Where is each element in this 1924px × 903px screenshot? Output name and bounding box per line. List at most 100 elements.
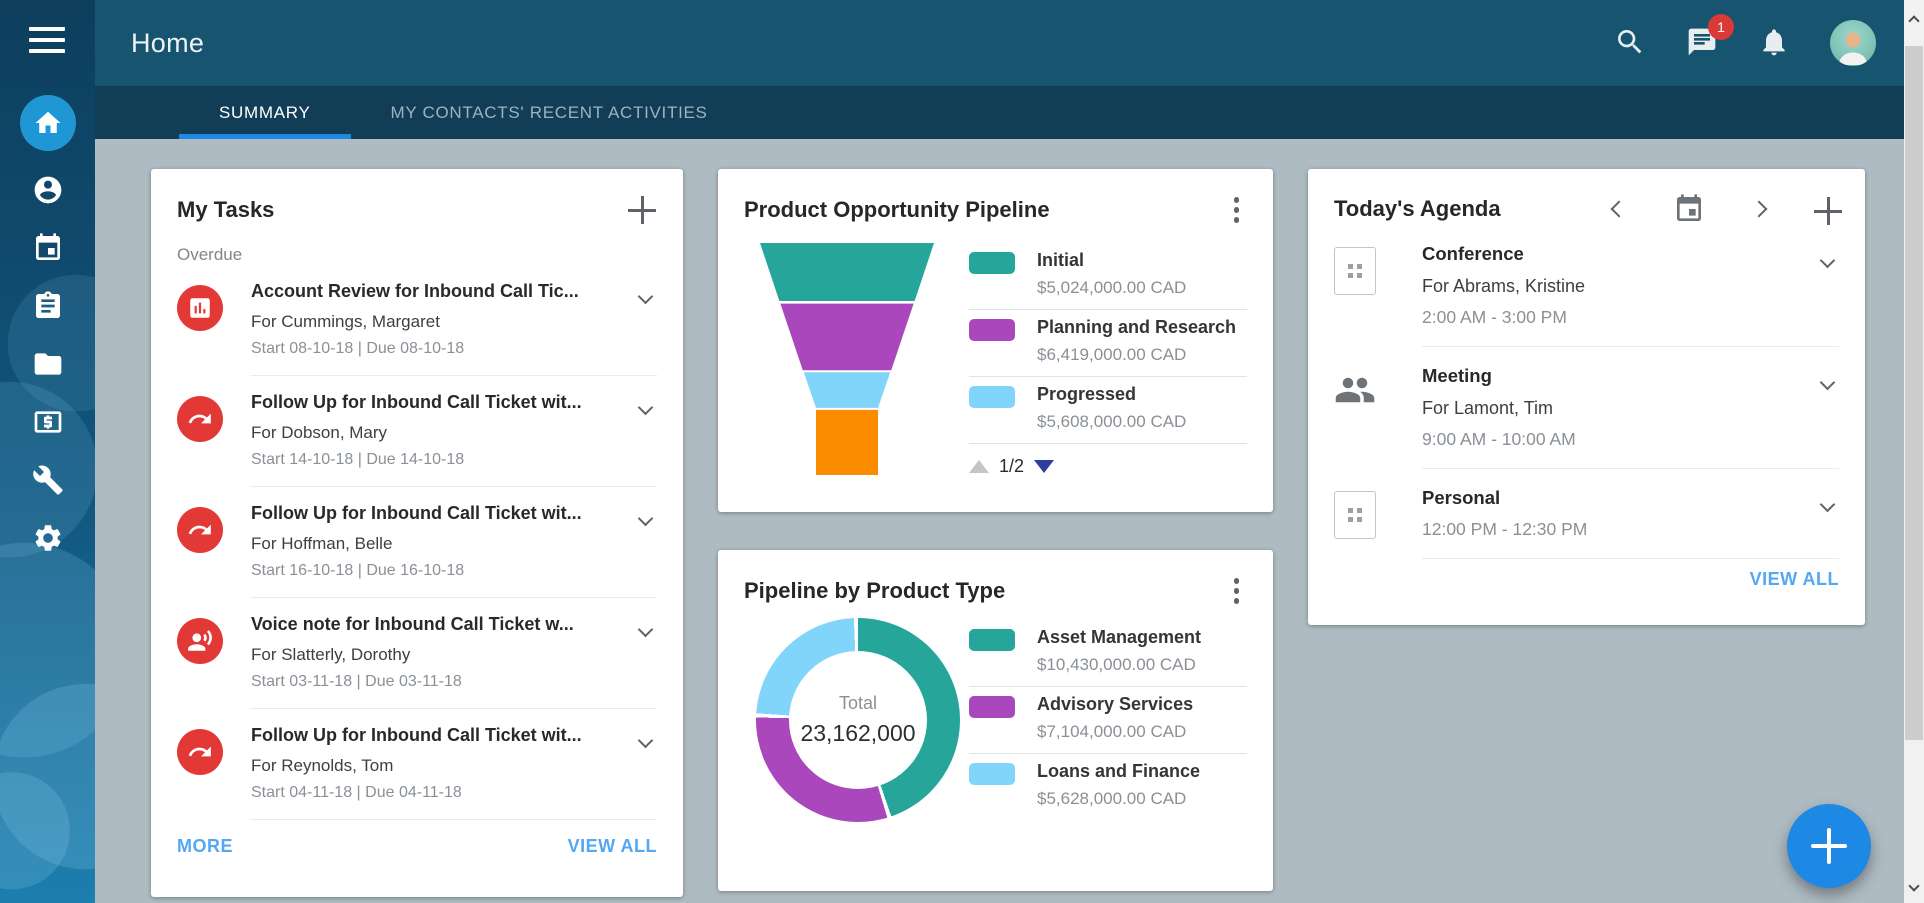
- donut-legend: Asset Management $10,430,000.00 CAD Advi…: [969, 620, 1247, 820]
- legend-value: $5,608,000.00 CAD: [1037, 411, 1187, 431]
- tab-recent-activities[interactable]: MY CONTACTS' RECENT ACTIVITIES: [390, 102, 708, 122]
- product-type-card-title: Pipeline by Product Type: [744, 577, 1006, 603]
- legend-value: $6,419,000.00 CAD: [1037, 344, 1187, 364]
- task-title: Follow Up for Inbound Call Ticket wit...: [251, 503, 582, 523]
- sidebar-item-tools[interactable]: [0, 461, 95, 499]
- legend-label: Planning and Research: [1037, 316, 1237, 337]
- task-row[interactable]: Voice note for Inbound Call Ticket w... …: [177, 598, 657, 709]
- expand-chevron-icon[interactable]: [637, 732, 654, 749]
- legend-label: Progressed: [1037, 383, 1137, 404]
- pagination-label: 1/2: [999, 455, 1025, 476]
- tab-summary[interactable]: SUMMARY: [179, 86, 351, 139]
- next-day-icon[interactable]: [1750, 200, 1768, 218]
- expand-chevron-icon[interactable]: [637, 510, 654, 527]
- funnel-segment-next: [815, 409, 879, 475]
- legend-label: Advisory Services: [1037, 693, 1194, 714]
- task-title: Follow Up for Inbound Call Ticket wit...: [251, 392, 582, 412]
- donut-total-label: Total: [838, 692, 878, 713]
- page-up-icon[interactable]: [969, 459, 989, 473]
- app-bar: Home 1: [95, 0, 1904, 86]
- gear-icon: [35, 525, 60, 551]
- clipboard-icon: [35, 291, 60, 318]
- messages-badge: 1: [1708, 14, 1734, 40]
- expand-chevron-icon[interactable]: [637, 621, 654, 638]
- sidebar-item-tasks[interactable]: [0, 287, 95, 325]
- task-row[interactable]: Follow Up for Inbound Call Ticket wit...…: [177, 487, 657, 598]
- task-for: For Hoffman, Belle: [251, 534, 393, 553]
- sidebar-item-home[interactable]: [19, 95, 76, 151]
- task-title: Follow Up for Inbound Call Ticket wit...: [251, 725, 582, 745]
- sidebar-item-files[interactable]: [0, 345, 95, 383]
- group-icon: [1335, 377, 1375, 403]
- task-dates: Start 04-11-18 | Due 04-11-18: [251, 784, 462, 801]
- voice-note-icon: [177, 618, 223, 664]
- person-icon: [34, 176, 61, 204]
- main-content: My Tasks Overdue Account Review for Inbo…: [95, 139, 1904, 903]
- prev-day-icon[interactable]: [1610, 200, 1628, 218]
- product-type-card: Pipeline by Product Type Total 23,162,00…: [718, 550, 1273, 891]
- agenda-view-all-link[interactable]: VIEW ALL: [1749, 569, 1839, 589]
- avatar[interactable]: [1830, 20, 1876, 66]
- funnel-segment-initial: [760, 242, 934, 301]
- legend-value: $10,430,000.00 CAD: [1037, 654, 1196, 674]
- sidebar: [0, 0, 95, 903]
- more-link[interactable]: MORE: [177, 836, 233, 856]
- sidebar-item-billing[interactable]: [0, 403, 95, 441]
- funnel-segment-progressed: [803, 371, 891, 408]
- follow-up-icon: [177, 729, 223, 775]
- follow-up-icon: [177, 396, 223, 442]
- expand-chevron-icon[interactable]: [1819, 374, 1836, 391]
- agenda-time: 12:00 PM - 12:30 PM: [1422, 519, 1588, 539]
- appointment-type-icon: [1334, 491, 1376, 539]
- task-row[interactable]: Follow Up for Inbound Call Ticket wit...…: [177, 376, 657, 487]
- messages-icon[interactable]: 1: [1686, 14, 1734, 60]
- agenda-row[interactable]: Personal 12:00 PM - 12:30 PM: [1334, 469, 1839, 559]
- money-icon: [34, 411, 61, 433]
- kebab-menu-icon[interactable]: [1226, 193, 1248, 227]
- legend-swatch: [969, 628, 1015, 651]
- task-row[interactable]: Account Review for Inbound Call Tic... F…: [177, 265, 657, 376]
- expand-chevron-icon[interactable]: [637, 288, 654, 305]
- scroll-down-icon[interactable]: [1904, 869, 1924, 903]
- sidebar-item-settings[interactable]: [0, 519, 95, 557]
- calendar-icon[interactable]: [1673, 193, 1705, 225]
- page-down-icon[interactable]: [1034, 459, 1055, 473]
- wrench-icon: [32, 465, 63, 495]
- legend-item: Initial $5,024,000.00 CAD: [969, 243, 1247, 309]
- expand-chevron-icon[interactable]: [1819, 252, 1836, 269]
- add-task-button[interactable]: [627, 195, 657, 225]
- scroll-up-icon[interactable]: [1904, 0, 1924, 42]
- legend-item: Planning and Research $6,419,000.00 CAD: [969, 310, 1247, 376]
- legend-value: $5,628,000.00 CAD: [1037, 788, 1187, 808]
- my-tasks-card: My Tasks Overdue Account Review for Inbo…: [151, 169, 683, 897]
- view-all-link[interactable]: VIEW ALL: [567, 836, 657, 856]
- agenda-for: For Lamont, Tim: [1422, 398, 1554, 418]
- scrollbar[interactable]: [1904, 0, 1924, 903]
- legend-value: $7,104,000.00 CAD: [1037, 721, 1187, 741]
- agenda-row[interactable]: Meeting For Lamont, Tim 9:00 AM - 10:00 …: [1334, 347, 1839, 469]
- sidebar-item-contacts[interactable]: [0, 171, 95, 209]
- legend-label: Initial: [1037, 249, 1085, 270]
- task-dates: Start 14-10-18 | Due 14-10-18: [251, 451, 465, 468]
- notifications-icon[interactable]: [1758, 26, 1792, 60]
- expand-chevron-icon[interactable]: [1819, 496, 1836, 513]
- task-title: Account Review for Inbound Call Tic...: [251, 281, 579, 301]
- sidebar-item-calendar[interactable]: [0, 229, 95, 267]
- kebab-menu-icon[interactable]: [1226, 574, 1248, 608]
- add-appointment-button[interactable]: [1813, 196, 1842, 225]
- expand-chevron-icon[interactable]: [637, 399, 654, 416]
- task-row[interactable]: Follow Up for Inbound Call Ticket wit...…: [177, 709, 657, 820]
- task-title: Voice note for Inbound Call Ticket w...: [251, 614, 574, 634]
- agenda-for: For Abrams, Kristine: [1422, 276, 1586, 296]
- agenda-row[interactable]: Conference For Abrams, Kristine 2:00 AM …: [1334, 225, 1839, 347]
- task-dates: Start 03-11-18 | Due 03-11-18: [251, 673, 462, 690]
- legend-item: Advisory Services $7,104,000.00 CAD: [969, 687, 1247, 753]
- agenda-card-title: Today's Agenda: [1334, 196, 1501, 221]
- legend-item: Progressed $5,608,000.00 CAD: [969, 377, 1247, 443]
- scroll-thumb[interactable]: [1905, 46, 1923, 740]
- donut-chart: Total 23,162,000: [756, 617, 960, 822]
- hamburger-menu-icon[interactable]: [29, 27, 65, 54]
- search-icon[interactable]: [1614, 26, 1648, 60]
- fab-add-button[interactable]: [1787, 804, 1871, 888]
